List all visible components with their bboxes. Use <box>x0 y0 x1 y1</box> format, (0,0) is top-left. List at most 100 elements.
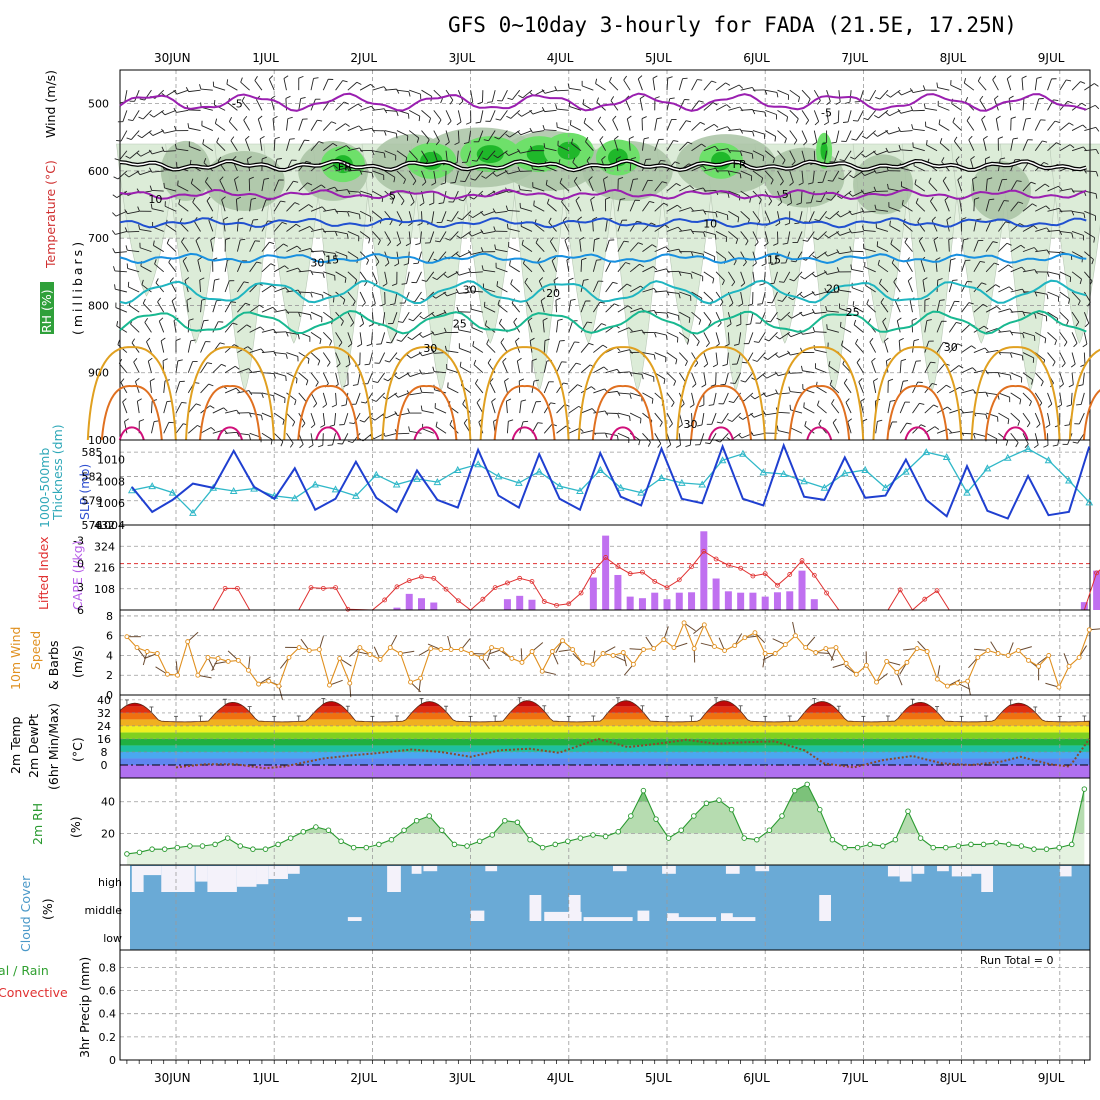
wind-barb <box>985 241 994 252</box>
wind-barb <box>973 282 982 293</box>
wind-barb-flag <box>725 82 731 86</box>
wind-barb-flag <box>953 136 958 142</box>
p2-frame <box>119 439 1091 526</box>
wind-barb <box>852 305 864 313</box>
wind-barb <box>1059 392 1063 405</box>
wind-speed-point <box>509 655 515 661</box>
wind-barb <box>593 410 606 414</box>
wind-barb-flag <box>882 317 887 322</box>
wind-barb-flag <box>967 280 973 283</box>
wind-barb <box>561 201 570 212</box>
wind-speed-point <box>124 634 130 640</box>
wind-barb <box>511 302 521 313</box>
wind-barb <box>310 291 323 296</box>
wind-barb <box>703 80 712 91</box>
wind-barb-flag <box>797 96 801 103</box>
lifted-index-point <box>320 585 326 591</box>
wind-barb <box>912 424 922 434</box>
rh-point <box>300 829 307 835</box>
wind-barb <box>371 271 378 284</box>
wind-barb <box>605 432 618 437</box>
wind-barb <box>981 119 987 131</box>
cloud-cover-unit: (%) <box>40 898 55 920</box>
wind-barb <box>857 110 864 122</box>
wind-barb <box>152 130 164 136</box>
wind-barb <box>740 251 747 263</box>
wind-barb <box>1022 372 1033 381</box>
wind-barb-flag <box>906 422 912 425</box>
wind-tick-label: 0 <box>106 689 113 702</box>
wind-barb-flag <box>697 79 703 81</box>
wind-barb-flag <box>497 299 500 305</box>
wind-barb-flag <box>616 156 621 160</box>
rh-point <box>766 827 773 833</box>
wind-barb <box>617 392 630 395</box>
wind-barb-flag <box>113 266 116 272</box>
wind-barb-flag <box>605 196 611 200</box>
wind-barb-flag <box>345 123 350 127</box>
wind-barb <box>787 231 791 244</box>
cape-bar <box>786 591 794 610</box>
pressure-tick-label: 700 <box>88 232 109 245</box>
wind-speed-point <box>691 646 697 651</box>
wind-barb <box>642 392 654 400</box>
wind-barb-flag <box>149 185 153 191</box>
wind-barb-flag <box>656 117 662 120</box>
wind-barb <box>942 180 950 192</box>
cape-bar <box>1093 570 1100 610</box>
wind-barb-flag <box>1030 181 1036 185</box>
wind-speed-point <box>539 668 545 674</box>
wind-barb <box>310 184 322 192</box>
wind-barb <box>814 291 827 296</box>
wind-barb-flag <box>489 378 494 383</box>
wind-barb-flag <box>926 139 928 146</box>
wind-barb-flag <box>889 220 891 226</box>
wind-barb <box>1035 227 1047 232</box>
wind-barb-flag <box>667 76 673 79</box>
wind-barb-flag <box>715 212 718 218</box>
wind-barb-flag <box>471 159 477 162</box>
wind-barb <box>1010 372 1022 378</box>
slp-tick-label: 1010 <box>97 454 125 467</box>
wind-barb <box>520 130 533 136</box>
wind-barb <box>347 125 360 131</box>
wind-barb-flag <box>317 360 321 366</box>
wind-barb <box>283 78 287 91</box>
wind-barb <box>715 271 725 281</box>
thickness-point <box>1065 476 1073 484</box>
wind-barb-flag <box>438 119 442 125</box>
wind-barb-flag <box>812 255 817 259</box>
wind-barb <box>1047 251 1060 253</box>
temp2m-unit: (°C) <box>70 737 85 762</box>
wind-barb-flag <box>216 137 220 143</box>
wind-barb <box>310 206 323 212</box>
wind-barb-flag <box>629 415 631 422</box>
wind-barb-flag <box>1094 83 1099 87</box>
wind-barb <box>371 291 376 304</box>
wind-barb-flag <box>588 176 593 181</box>
wind-barb-flag <box>138 224 141 230</box>
wind-speed-point <box>610 653 616 658</box>
wind-barb <box>845 130 852 142</box>
wind-barb-flag <box>1005 221 1011 224</box>
wind-barb-flag <box>941 157 945 162</box>
wind-barb-flag <box>687 424 693 428</box>
wind-barb <box>213 86 226 91</box>
wind-barb <box>948 239 950 252</box>
wind-barb <box>844 150 852 161</box>
wind-barb <box>343 412 349 425</box>
wind-barb-flag <box>614 135 619 140</box>
wind-barb <box>175 402 182 414</box>
wind-barb-flag <box>296 245 302 250</box>
wind-barb-flag <box>458 199 464 202</box>
wind-barb-flag <box>686 339 690 345</box>
wind-barb <box>922 280 926 293</box>
wind-barb-flag <box>627 115 632 120</box>
wind-barb-flag <box>1019 399 1022 405</box>
wind-barb-flag <box>776 425 779 431</box>
wind-barb-flag <box>160 337 166 342</box>
wind-barb <box>998 308 1011 313</box>
wind-barb <box>249 326 261 333</box>
thickness-point <box>413 474 421 482</box>
wind-barb-flag <box>618 177 624 180</box>
